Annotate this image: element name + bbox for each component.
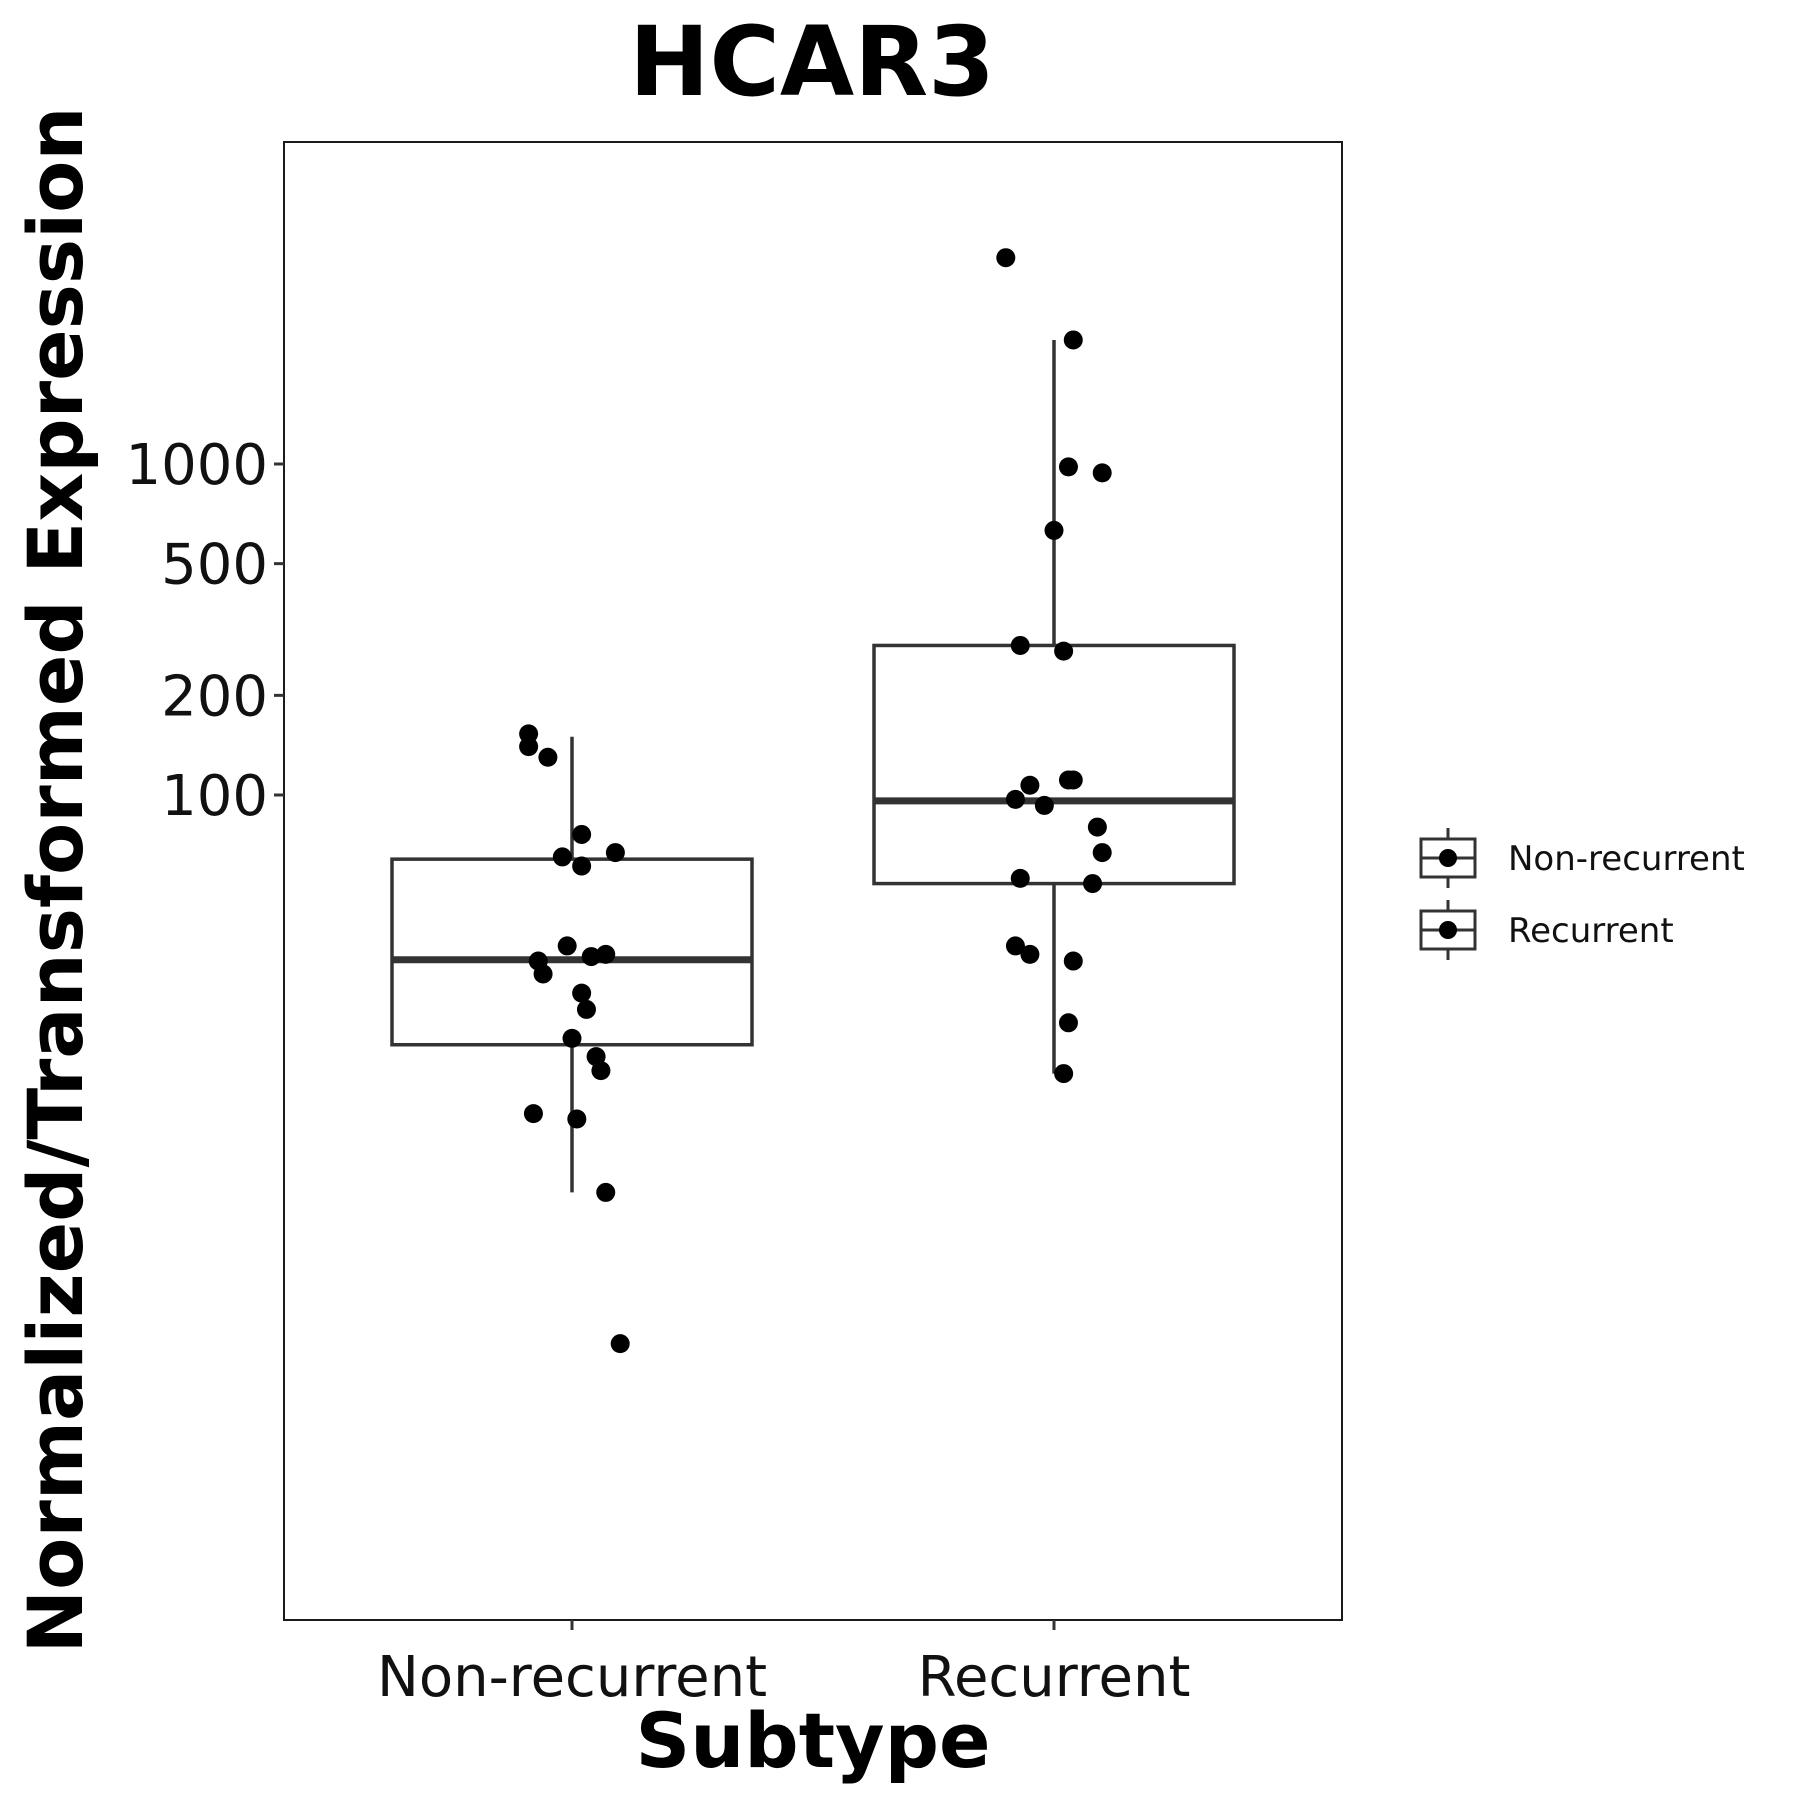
data-points	[519, 248, 1112, 1354]
data-point	[996, 248, 1016, 268]
data-point	[1005, 789, 1025, 809]
data-point	[1010, 868, 1030, 888]
data-point	[591, 1061, 611, 1081]
boxplot-recurrent	[872, 339, 1236, 1074]
y-axis-title: Normalized/Transformed Expression	[11, 107, 100, 1654]
y-tick-label: 200	[161, 664, 268, 729]
data-point	[562, 1028, 582, 1048]
legend-point	[1439, 921, 1457, 939]
data-point	[519, 737, 539, 757]
data-point	[523, 1104, 543, 1124]
data-point	[1034, 795, 1054, 815]
data-point	[572, 856, 592, 876]
data-point	[1063, 951, 1083, 971]
y-tick-label: 1000	[125, 433, 268, 498]
data-point	[605, 843, 625, 863]
data-point	[576, 999, 596, 1019]
data-point	[1092, 463, 1112, 483]
x-axis-title: Subtype	[635, 1696, 990, 1785]
data-point	[581, 947, 601, 967]
data-point	[1087, 817, 1107, 837]
data-point	[596, 1182, 616, 1202]
legend: Non-recurrent Recurrent	[1419, 828, 1745, 960]
data-point	[567, 1109, 587, 1129]
data-point	[572, 824, 592, 844]
data-point	[1092, 843, 1112, 863]
data-point	[1054, 1064, 1074, 1084]
boxplot-non-recurrent	[390, 736, 754, 1193]
data-point	[557, 936, 577, 956]
legend-label: Recurrent	[1508, 911, 1674, 951]
chart-title: HCAR3	[629, 6, 995, 118]
data-point	[1054, 641, 1074, 661]
data-point	[596, 944, 616, 964]
data-point	[1020, 944, 1040, 964]
legend-label: Non-recurrent	[1508, 839, 1745, 879]
box-iqr	[872, 643, 1236, 886]
legend-key-non-recurrent	[1419, 828, 1477, 888]
legend-point	[1439, 849, 1457, 867]
data-point	[533, 964, 553, 984]
data-point	[1010, 635, 1030, 655]
data-point	[1058, 1013, 1078, 1033]
legend-key-recurrent	[1419, 900, 1477, 960]
x-tick-label: Recurrent	[918, 1645, 1191, 1710]
data-point	[610, 1334, 630, 1354]
y-tick-label: 500	[161, 533, 268, 598]
data-point	[1083, 874, 1103, 894]
data-point	[1063, 770, 1083, 790]
data-point	[572, 983, 592, 1003]
data-point	[1058, 457, 1078, 477]
data-point	[538, 747, 558, 767]
y-tick-label: 100	[161, 764, 268, 829]
y-axis: 100 200 500 1000	[125, 433, 284, 829]
boxplots	[390, 339, 1236, 1193]
data-point	[552, 847, 572, 867]
x-tick-label: Non-recurrent	[377, 1645, 767, 1710]
data-point	[1044, 520, 1064, 540]
data-point	[1020, 775, 1040, 795]
data-point	[1063, 330, 1083, 350]
data-point	[1005, 936, 1025, 956]
x-axis: Non-recurrent Recurrent	[377, 1620, 1191, 1710]
